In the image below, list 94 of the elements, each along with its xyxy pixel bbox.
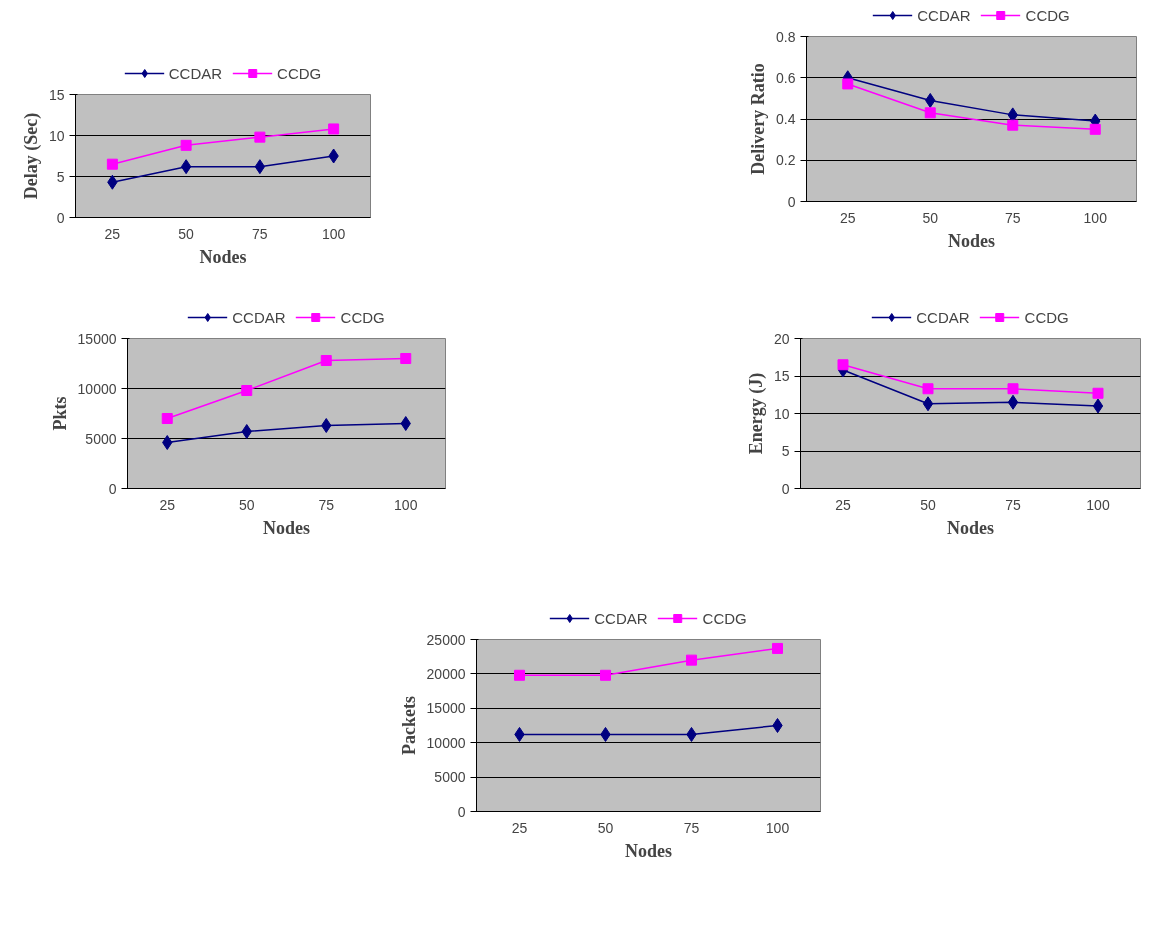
point (842, 78, 854, 90)
x-tick-label: 25 (835, 496, 851, 513)
x-tick-label: 100 (321, 225, 346, 242)
y-axis-title: Delay (Sec) (20, 112, 42, 200)
y-tick-label: 15 (48, 86, 65, 103)
y-tick-label: 5000 (85, 430, 117, 447)
y-tick-label: 0 (781, 480, 790, 497)
point (321, 418, 332, 433)
x-tick-label: 100 (1083, 209, 1108, 226)
y-tick-label: 15000 (77, 330, 117, 347)
point (1092, 398, 1104, 414)
y-axis-title: Packets (398, 696, 419, 755)
point (1092, 387, 1104, 399)
y-tick-label: 0.4 (776, 111, 796, 127)
x-axis-title: Nodes (948, 230, 996, 251)
point (254, 159, 266, 175)
point (106, 158, 118, 170)
y-tick-label: 0.2 (776, 152, 796, 169)
point (600, 669, 611, 681)
y-tick-label: 0.6 (776, 69, 796, 86)
x-tick-label: 100 (765, 819, 790, 836)
x-tick-label: 25 (511, 819, 528, 836)
y-tick-label: 15000 (426, 700, 466, 717)
x-axis-title: Nodes (625, 840, 673, 861)
x-tick-label: 75 (683, 819, 700, 836)
point (1007, 383, 1019, 395)
y-tick-label: 0 (457, 803, 466, 820)
y-tick-label: 0.8 (776, 28, 796, 45)
point (837, 359, 849, 371)
point (1007, 119, 1019, 131)
y-tick-label: 5 (56, 168, 65, 185)
x-tick-label: 100 (1086, 496, 1110, 513)
point (1089, 123, 1101, 135)
x-axis-title: Nodes (199, 246, 247, 267)
point (400, 416, 411, 431)
y-axis-title: Delivery Ratio (748, 63, 769, 175)
y-axis-title: Pkts (49, 396, 70, 431)
x-tick-label: 50 (178, 225, 195, 242)
point (922, 396, 934, 412)
x-tick-label: 75 (1004, 209, 1021, 226)
x-tick-label: 100 (394, 496, 418, 513)
legend-label: CCDAR (916, 308, 970, 326)
y-tick-label: 0 (108, 480, 117, 497)
point (180, 159, 192, 175)
legend-label: CCDAR (917, 6, 971, 24)
point (161, 413, 173, 424)
point (772, 718, 783, 733)
legend-label: CCDG (1024, 308, 1069, 326)
point (241, 385, 253, 396)
point (514, 669, 525, 681)
x-tick-label: 75 (318, 496, 335, 513)
point (924, 107, 936, 119)
x-tick-label: 50 (238, 496, 255, 513)
x-tick-label: 75 (252, 225, 268, 242)
y-axis-title: Energy (J) (745, 372, 767, 455)
point (180, 139, 192, 151)
y-tick-label: 20000 (426, 665, 466, 682)
legend-label: CCDG (702, 609, 747, 627)
legend-label: CCDAR (594, 609, 648, 627)
y-tick-label: 20 (773, 330, 790, 347)
y-tick-label: 10 (773, 405, 790, 422)
point (400, 353, 412, 364)
x-axis-title: Nodes (947, 517, 995, 538)
legend-label: CCDG (340, 308, 385, 326)
point (772, 642, 783, 654)
x-tick-label: 75 (1005, 496, 1021, 513)
legend-label: CCDAR (232, 308, 286, 326)
legend-label: CCDG (1025, 6, 1070, 24)
x-tick-label: 25 (159, 496, 176, 513)
point (162, 435, 173, 450)
y-tick-label: 15 (773, 368, 790, 384)
point (254, 131, 266, 143)
point (922, 383, 934, 395)
y-tick-label: 0 (787, 193, 796, 210)
y-tick-label: 5000 (434, 769, 466, 786)
legend-label: CCDAR (168, 64, 223, 82)
y-tick-label: 0 (56, 209, 65, 226)
y-tick-label: 10000 (426, 734, 466, 751)
point (686, 654, 697, 666)
point (1007, 394, 1019, 410)
x-tick-label: 50 (922, 209, 939, 226)
y-tick-label: 10 (48, 127, 65, 144)
point (328, 123, 340, 135)
point (241, 424, 252, 439)
y-tick-label: 5 (781, 443, 790, 459)
x-tick-label: 25 (104, 225, 121, 242)
y-tick-label: 10000 (77, 380, 117, 397)
x-tick-label: 25 (839, 209, 856, 226)
x-tick-label: 50 (597, 819, 614, 836)
legend-label: CCDG (277, 64, 322, 82)
point (320, 355, 332, 366)
x-tick-label: 50 (920, 496, 936, 513)
y-tick-label: 25000 (426, 631, 466, 648)
x-axis-title: Nodes (263, 517, 311, 538)
